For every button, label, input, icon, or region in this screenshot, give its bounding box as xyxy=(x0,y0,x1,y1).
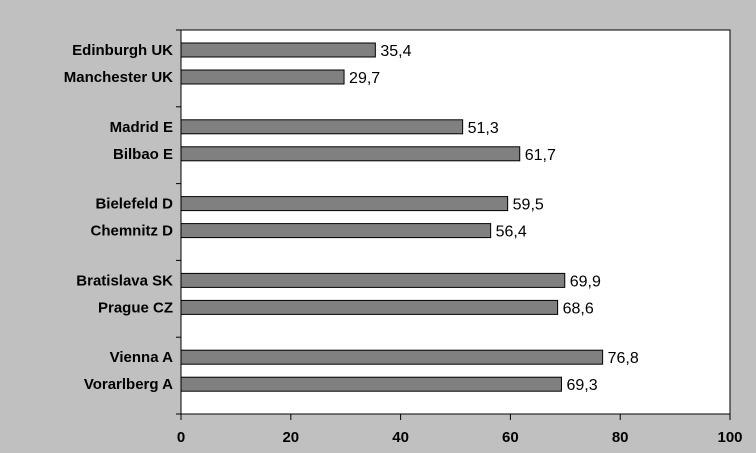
category-label: Chemnitz D xyxy=(91,223,174,240)
x-tick-label: 20 xyxy=(282,429,299,446)
bar xyxy=(180,196,509,212)
category-label: Bielefeld D xyxy=(95,196,173,213)
data-label: 29,7 xyxy=(349,70,380,87)
x-tick-label: 60 xyxy=(502,429,519,446)
data-label: 35,4 xyxy=(380,43,411,60)
data-label: 59,5 xyxy=(513,197,544,214)
category-label: Prague CZ xyxy=(98,299,173,316)
bar xyxy=(180,223,492,239)
x-tick-label: 40 xyxy=(392,429,409,446)
data-label: 56,4 xyxy=(496,224,527,241)
bar xyxy=(180,299,559,315)
data-label: 69,9 xyxy=(570,273,601,290)
bar xyxy=(180,272,566,288)
bar xyxy=(180,146,521,162)
data-label: 61,7 xyxy=(525,147,556,164)
bar xyxy=(180,69,345,85)
bar xyxy=(180,42,376,58)
bar xyxy=(180,376,562,392)
category-label: Madrid E xyxy=(110,119,173,136)
category-label: Vienna A xyxy=(110,349,174,366)
x-tick-label: 0 xyxy=(177,429,185,446)
category-label: Manchester UK xyxy=(64,69,173,86)
category-label: Edinburgh UK xyxy=(72,42,173,59)
x-tick-label: 80 xyxy=(612,429,629,446)
x-tick-label: 100 xyxy=(717,429,742,446)
category-label: Bratislava SK xyxy=(76,272,173,289)
data-label: 68,6 xyxy=(563,300,594,317)
data-label: 76,8 xyxy=(608,350,639,367)
data-label: 69,3 xyxy=(566,377,597,394)
category-label: Bilbao E xyxy=(113,146,173,163)
bar xyxy=(180,119,464,135)
data-label: 51,3 xyxy=(468,120,499,137)
category-label: Vorarlberg A xyxy=(84,376,173,393)
bar xyxy=(180,349,604,365)
